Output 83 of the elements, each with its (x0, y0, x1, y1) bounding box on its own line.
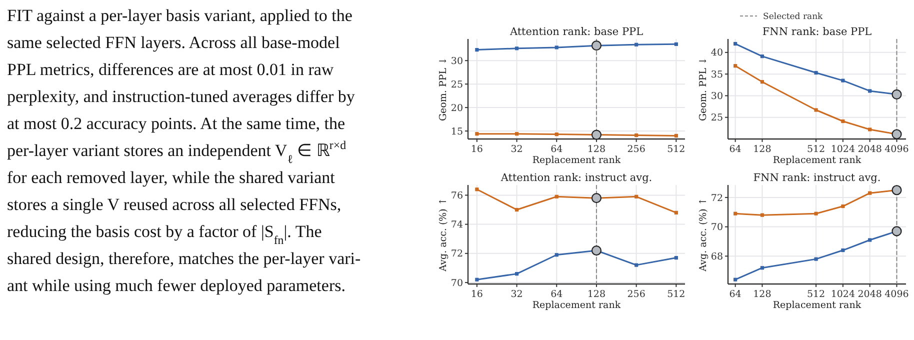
point (674, 134, 678, 138)
y-tick-label: 70 (450, 278, 463, 289)
x-tick-label: 16 (470, 144, 483, 155)
point (554, 46, 558, 50)
point (475, 188, 479, 192)
x-tick-label: 128 (753, 144, 772, 155)
point (554, 194, 558, 198)
y-tick-label: 76 (450, 190, 463, 202)
x-tick-label: 16 (470, 289, 483, 300)
text: same selected FFN layers. Across all base-model (7, 33, 340, 52)
y-tick-label: 68 (710, 251, 723, 262)
x-tick-label: 128 (587, 144, 606, 155)
x-tick-label: 256 (627, 144, 646, 155)
point (674, 210, 678, 214)
x-tick-label: 512 (806, 144, 826, 155)
text: ant while using much fewer deployed parameters. (7, 276, 346, 295)
text: shared design, therefore, matches the per-layer vari- (7, 249, 361, 268)
x-axis-title: Replacement rank (772, 155, 862, 166)
x-tick-label: 512 (667, 144, 686, 155)
x-tick-label: 128 (753, 289, 772, 300)
point (514, 272, 519, 276)
x-tick-label: 1024 (830, 144, 856, 155)
x-tick-label: 64 (729, 144, 742, 155)
point (634, 263, 638, 267)
point (475, 48, 479, 52)
point (514, 132, 519, 136)
x-axis-title: Replacement rank (532, 155, 621, 166)
text: per-layer variant stores an independent V$_{ℓ}$ ∈ ℝ$^{r×d}$ (7, 138, 346, 166)
x-axis-title: Replacement rank (532, 300, 621, 311)
y-tick-label: 74 (450, 220, 463, 231)
y-tick-label: 15 (450, 126, 463, 138)
y-tick-label: 25 (710, 112, 723, 124)
y-tick-label: 40 (710, 48, 723, 59)
point (475, 132, 479, 136)
x-tick-label: 128 (587, 289, 606, 300)
x-tick-label: 2048 (858, 144, 882, 155)
y-tick-label: 72 (710, 192, 723, 204)
x-tick-label: 64 (729, 289, 742, 300)
chart-title: FNN rank: instruct avg. (753, 172, 881, 184)
x-tick-label: 64 (550, 289, 563, 300)
text: stores a single V reused across all selected FFNs, (7, 195, 342, 214)
y-tick-label: 25 (450, 79, 463, 90)
chart-title: Attention rank: base PPL (508, 26, 644, 38)
y-tick-label: 72 (450, 248, 463, 260)
text: FIT against a per-layer basis variant, applied to the (7, 6, 352, 25)
legend-label: Selected rank (763, 12, 824, 22)
y-axis-title: Avg. acc. (%) ↑ (698, 198, 709, 272)
y-axis-title: Avg. acc. (%) ↑ (438, 198, 449, 272)
point (475, 278, 479, 282)
y-tick-label: 30 (710, 91, 723, 102)
x-tick-label: 2048 (858, 289, 882, 300)
y-tick-label: 20 (450, 102, 463, 114)
point (634, 42, 638, 46)
text: at most 0.2 accuracy points. At the same time, the (7, 114, 346, 133)
point (674, 256, 678, 260)
x-tick-label: 256 (627, 289, 646, 300)
text: reducing the basis cost by a factor of |S$_{fn}$|. The (7, 222, 322, 247)
y-tick-label: 30 (450, 56, 463, 67)
text: PPL metrics, differences are at most 0.01 in raw (7, 60, 334, 79)
y-tick-label: 35 (710, 69, 723, 80)
point (634, 194, 638, 198)
chart-title: FNN rank: base PPL (762, 26, 872, 38)
y-axis-title: Geom. PPL ↓ (438, 56, 449, 122)
x-tick-label: 32 (510, 289, 523, 300)
y-tick-label: 70 (710, 222, 723, 234)
point (634, 133, 638, 138)
chart-title: Attention rank: instruct avg. (500, 172, 652, 184)
text: for each removed layer, while the shared variant (7, 168, 336, 187)
x-tick-label: 1024 (830, 289, 856, 300)
x-tick-label: 512 (806, 289, 826, 300)
x-tick-label: 512 (667, 289, 686, 300)
point (514, 208, 519, 212)
text: perplexity, and instruction-tuned averages differ by (7, 87, 356, 106)
x-tick-label: 4096 (884, 289, 909, 300)
y-axis-title: Geom. PPL ↓ (698, 56, 709, 122)
x-tick-label: 64 (550, 144, 563, 155)
point (554, 253, 558, 257)
point (514, 46, 519, 50)
x-tick-label: 32 (510, 144, 523, 155)
point (554, 132, 558, 136)
point (674, 42, 678, 46)
x-axis-title: Replacement rank (772, 300, 862, 311)
x-tick-label: 4096 (884, 144, 909, 155)
